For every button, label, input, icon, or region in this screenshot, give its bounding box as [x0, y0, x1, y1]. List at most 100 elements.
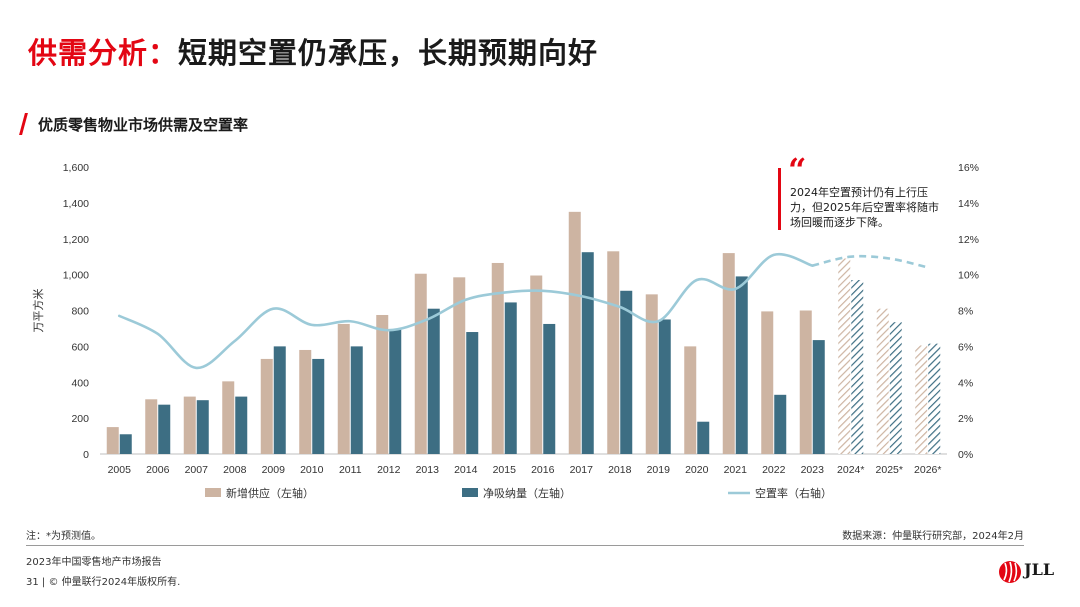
- footer-divider: [26, 545, 1024, 546]
- x-tick-label: 2011: [339, 464, 362, 476]
- absorption-bar: [851, 280, 864, 454]
- y-tick-label: 600: [71, 341, 89, 353]
- absorption-bar: [466, 332, 479, 454]
- absorption-bar: [312, 358, 325, 454]
- x-tick-label: 2013: [416, 464, 440, 476]
- absorption-bar: [504, 302, 517, 454]
- x-tick-label: 2015: [493, 464, 517, 476]
- x-tick-label: 2008: [223, 464, 247, 476]
- supply-bar: [684, 346, 697, 454]
- supply-bar: [299, 349, 312, 454]
- supply-bar: [607, 251, 620, 454]
- x-tick-label: 2007: [185, 464, 209, 476]
- absorption-bar: [812, 340, 825, 454]
- absorption-bar: [658, 319, 671, 454]
- vacancy-line: [117, 252, 814, 370]
- supply-bar: [530, 275, 543, 454]
- logo-text: JLL: [1024, 560, 1055, 579]
- x-tick-label: 2014: [454, 464, 478, 476]
- x-tick-label: 2024*: [837, 464, 864, 476]
- y-tick-label: 1,400: [63, 198, 89, 210]
- absorption-bar: [350, 346, 363, 454]
- absorption-bar: [543, 323, 556, 454]
- absorption-bar: [697, 421, 710, 454]
- supply-bar: [183, 396, 196, 454]
- jll-logo-icon: [999, 561, 1021, 583]
- absorption-bar: [235, 396, 248, 454]
- chart-section-title: 优质零售物业市场供需及空置率: [38, 116, 249, 134]
- absorption-bar: [889, 322, 902, 454]
- x-tick-label: 2005: [108, 464, 132, 476]
- y2-tick-label: 16%: [958, 162, 979, 174]
- y-tick-label: 800: [71, 306, 89, 318]
- y-tick-label: 1,200: [63, 234, 89, 246]
- quote-mark-icon: “: [788, 151, 807, 189]
- x-tick-label: 2010: [300, 464, 324, 476]
- absorption-bar: [620, 290, 633, 454]
- footnote: 注：*为预测值。: [26, 531, 101, 542]
- x-tick-label: 2023: [801, 464, 825, 476]
- supply-bar: [722, 253, 735, 454]
- chart-annotation: 2024年空置预计仍有上行压力，但2025年后空置率将随市场回暖而逐步下降。: [790, 186, 939, 229]
- supply-bar: [414, 273, 427, 454]
- x-tick-label: 2026*: [914, 464, 941, 476]
- copyright: 31 | © 仲量联行2024年版权所有.: [26, 577, 181, 588]
- page-title-accent: 供需分析：: [28, 36, 179, 70]
- y-tick-label: 1,000: [63, 270, 89, 282]
- y2-tick-label: 10%: [958, 270, 979, 282]
- absorption-bar: [273, 346, 286, 454]
- supply-bar: [838, 258, 851, 454]
- supply-bar: [915, 345, 928, 454]
- supply-bar: [337, 323, 350, 454]
- report-name: 2023年中国零售地产市场报告: [26, 557, 162, 568]
- y2-tick-label: 6%: [958, 341, 973, 353]
- chart-canvas: 0 200 400 600 800 1,000 1,200 1,400 1,600 0% 2% 4% 6…: [31, 162, 979, 500]
- x-tick-label: 2018: [608, 464, 632, 476]
- supply-bar: [260, 358, 273, 454]
- supply-bar: [568, 211, 581, 454]
- x-tick-label: 2025*: [876, 464, 903, 476]
- supply-bar: [453, 277, 466, 454]
- y-tick-label: 1,600: [63, 162, 89, 174]
- x-tick-label: 2016: [531, 464, 555, 476]
- absorption-bar: [928, 343, 941, 454]
- supply-bar: [222, 381, 235, 454]
- absorption-bar: [427, 308, 440, 454]
- x-tick-label: 2017: [570, 464, 594, 476]
- legend-absorption-swatch: [462, 488, 478, 497]
- supply-bar: [876, 308, 889, 454]
- supply-bar: [799, 310, 812, 454]
- y-tick-label: 400: [71, 377, 89, 389]
- y-axis-title: 万平方米: [31, 289, 45, 333]
- data-source: 数据来源：仲量联行研究部，2024年2月: [842, 531, 1024, 542]
- legend-vacancy-label: 空置率（右轴）: [755, 486, 832, 500]
- supply-bar: [376, 314, 389, 454]
- x-tick-label: 2009: [262, 464, 286, 476]
- vacancy-forecast-line: [811, 254, 929, 269]
- x-tick-label: 2012: [377, 464, 401, 476]
- absorption-bar: [735, 276, 748, 454]
- absorption-bar: [158, 404, 171, 454]
- supply-bar: [645, 294, 658, 454]
- x-tick-label: 2019: [647, 464, 671, 476]
- x-tick-label: 2020: [685, 464, 709, 476]
- absorption-bar: [581, 252, 594, 454]
- y2-tick-label: 4%: [958, 377, 973, 389]
- supply-bar: [761, 311, 774, 454]
- legend-absorption-label: 净吸纳量（左轴）: [483, 486, 571, 500]
- supply-bar: [491, 262, 504, 454]
- y2-tick-label: 2%: [958, 413, 973, 425]
- absorption-bar: [774, 394, 787, 454]
- absorption-bar: [119, 434, 132, 454]
- legend-supply-swatch: [205, 488, 221, 497]
- supply-bar: [145, 399, 158, 454]
- page-title-rest: 短期空置仍承压，长期预期向好: [178, 36, 599, 70]
- absorption-bar: [196, 400, 209, 454]
- x-tick-label: 2022: [762, 464, 786, 476]
- x-tick-label: 2006: [146, 464, 170, 476]
- y2-tick-label: 12%: [958, 234, 979, 246]
- x-tick-label: 2021: [724, 464, 748, 476]
- y-tick-label: 200: [71, 413, 89, 425]
- quote-accent-bar: [778, 168, 781, 230]
- legend-supply-label: 新增供应（左轴）: [226, 486, 314, 500]
